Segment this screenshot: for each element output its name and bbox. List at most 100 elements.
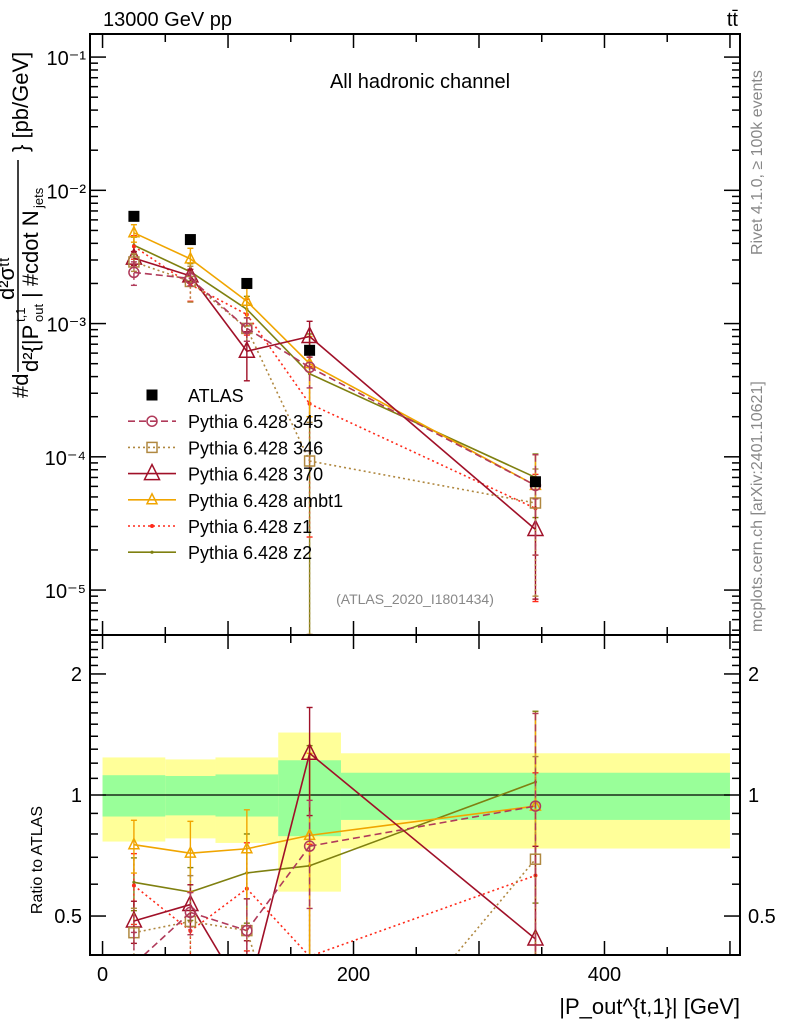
legend-item: Pythia 6.428 346 bbox=[128, 438, 323, 458]
ylabel-denominator-a: d²{|P bbox=[18, 325, 43, 372]
legend-item: ATLAS bbox=[146, 386, 244, 406]
legend-label: Pythia 6.428 ambt1 bbox=[188, 491, 343, 511]
series-line bbox=[309, 460, 536, 504]
series-line bbox=[246, 308, 311, 375]
series-line bbox=[246, 930, 256, 955]
series-line bbox=[189, 258, 248, 302]
data-point bbox=[128, 210, 140, 222]
data-point bbox=[240, 841, 254, 854]
data-point bbox=[529, 800, 542, 812]
main-panel-marks bbox=[125, 210, 545, 635]
mcplots-credit-text: mcplots.cern.ch [arXiv:2401.10621] bbox=[749, 381, 766, 632]
legend-label: Pythia 6.428 346 bbox=[188, 438, 323, 458]
x-tick-label: 200 bbox=[337, 964, 370, 986]
series-line bbox=[190, 872, 248, 893]
legend-label: Pythia 6.428 370 bbox=[188, 465, 323, 485]
data-point bbox=[240, 293, 254, 307]
series-line bbox=[189, 887, 248, 932]
ratio-y-tick-label: 1 bbox=[71, 785, 82, 807]
ylabel-numerator: d²σᵗᵗ bbox=[0, 257, 19, 300]
legend-item: Pythia 6.428 345 bbox=[128, 412, 323, 432]
series-line bbox=[309, 752, 536, 940]
legend-marker bbox=[146, 441, 158, 454]
data-point bbox=[304, 344, 316, 356]
legend-marker bbox=[146, 389, 158, 401]
series-line bbox=[189, 280, 248, 330]
ratio-bands bbox=[102, 732, 730, 892]
ylabel-prefix: #d bbox=[8, 374, 33, 398]
main-ylabel: #d d²σᵗᵗ d²{|P t,1 out | #cdot N jets } … bbox=[0, 52, 46, 398]
y-tick-label: 10⁻⁴ bbox=[45, 448, 86, 470]
legend-item: Pythia 6.428 z2 bbox=[128, 543, 312, 563]
data-point bbox=[127, 225, 141, 238]
ratio-band-inner bbox=[102, 775, 166, 817]
series-line bbox=[189, 277, 248, 329]
series-atlas bbox=[128, 210, 541, 488]
legend-marker bbox=[143, 462, 161, 481]
series-line bbox=[133, 261, 191, 283]
ratio-panel-marks bbox=[125, 706, 545, 955]
ratio-y-tick-label-right: 2 bbox=[748, 664, 759, 686]
legend-marker bbox=[150, 550, 154, 554]
legend-label: Pythia 6.428 z2 bbox=[188, 543, 312, 563]
xlabel: |P_out^{t,1}| [GeV] bbox=[559, 994, 740, 1019]
data-point bbox=[131, 883, 136, 888]
series-line bbox=[309, 366, 536, 487]
series-line bbox=[309, 805, 536, 847]
y-tick-label: 10⁻¹ bbox=[47, 48, 87, 70]
y-tick-label: 10⁻² bbox=[47, 181, 87, 203]
series-line bbox=[189, 275, 248, 352]
ylabel-denominator-sub2: jets bbox=[31, 187, 46, 209]
legend-marker bbox=[145, 492, 159, 505]
ratio-band-inner bbox=[165, 775, 216, 816]
series-line bbox=[133, 232, 191, 260]
series-line bbox=[190, 847, 247, 854]
x-tick-label: 0 bbox=[97, 964, 108, 986]
legend-label: ATLAS bbox=[188, 386, 244, 406]
legend-item: Pythia 6.428 z1 bbox=[128, 517, 312, 537]
ratio-y-tick-label-right: 1 bbox=[748, 785, 759, 807]
ylabel-denominator-sub: out bbox=[31, 304, 46, 322]
data-point bbox=[132, 880, 136, 884]
series-line bbox=[246, 834, 310, 850]
data-point bbox=[300, 325, 319, 344]
legend: ATLAS Pythia 6.428 345 Pythia 6.428 346 Pyt… bbox=[128, 386, 343, 563]
series-line bbox=[189, 271, 248, 310]
series-line bbox=[246, 888, 309, 955]
x-tick-label: 400 bbox=[588, 964, 621, 986]
data-point bbox=[238, 340, 256, 358]
data-point bbox=[303, 840, 316, 852]
data-point bbox=[128, 266, 140, 279]
legend-marker bbox=[146, 415, 158, 427]
legend-label: Pythia 6.428 345 bbox=[188, 412, 323, 432]
data-point bbox=[184, 906, 197, 919]
ratio-ylabel: Ratio to ATLAS bbox=[29, 806, 46, 914]
series-line bbox=[309, 805, 536, 837]
series-line bbox=[309, 335, 536, 531]
series-line bbox=[190, 920, 247, 932]
data-point bbox=[241, 277, 253, 289]
data-point bbox=[529, 853, 542, 865]
data-point bbox=[184, 251, 197, 264]
series-line bbox=[133, 881, 191, 893]
rivet-version-text: Rivet 4.1.0, ≥ 100k events bbox=[749, 70, 766, 255]
data-point bbox=[127, 837, 141, 850]
series-line bbox=[133, 884, 191, 932]
series-line bbox=[133, 271, 191, 280]
data-point bbox=[184, 234, 196, 246]
data-point bbox=[529, 497, 542, 509]
series-line bbox=[133, 843, 191, 854]
data-point bbox=[241, 322, 253, 335]
series-line bbox=[246, 314, 311, 405]
legend-marker bbox=[150, 524, 154, 528]
series-line bbox=[133, 257, 191, 277]
data-point bbox=[529, 476, 541, 488]
series-line bbox=[246, 327, 311, 368]
ylabel-denominator-b: | #cdot N bbox=[18, 210, 43, 298]
ratio-y-tick-label-right: 0.5 bbox=[748, 906, 776, 928]
legend-item: Pythia 6.428 370 bbox=[128, 462, 323, 485]
series-pythia-6-428-345 bbox=[128, 261, 542, 556]
chart-title: All hadronic channel bbox=[330, 71, 510, 93]
y-tick-label: 10⁻⁵ bbox=[45, 581, 86, 603]
